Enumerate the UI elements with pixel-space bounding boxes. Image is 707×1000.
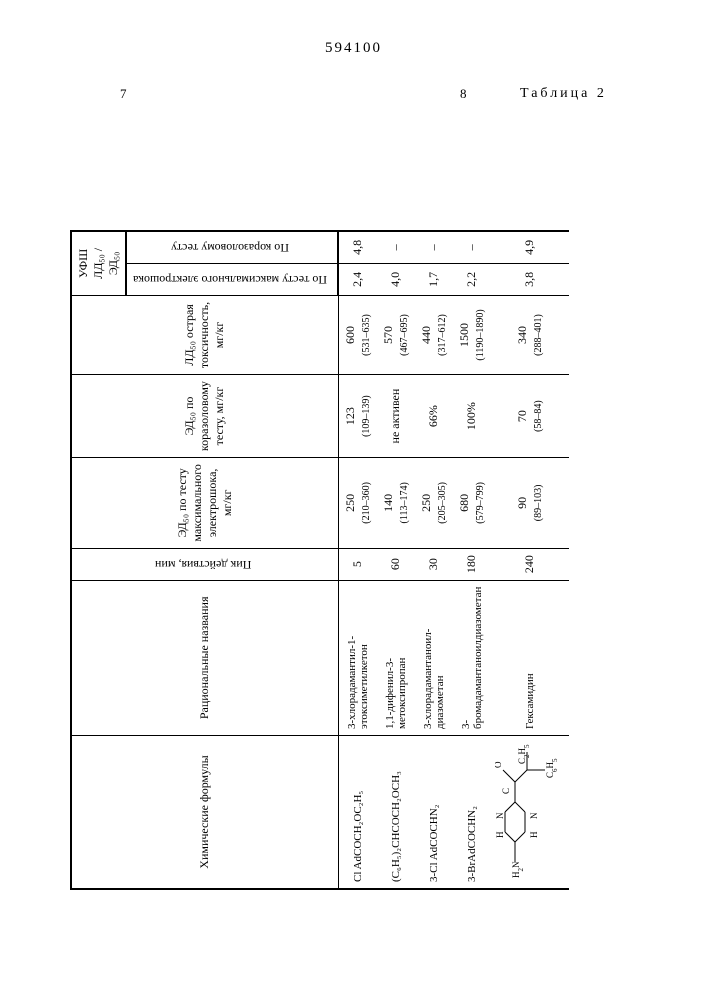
- page-number-right: 8: [460, 86, 467, 102]
- cell-ld: 1500(1190–1890): [453, 295, 491, 374]
- th-name: Рациональные названия: [71, 580, 338, 735]
- th-peak: Пик действия, мин: [71, 548, 338, 580]
- cell-formula: (C₆H₅)₂CHCOCH₂OCH₃: [377, 736, 415, 890]
- svg-text:C2H5: C2H5: [517, 744, 531, 764]
- svg-text:H: H: [495, 831, 505, 838]
- cell-peak: 240: [491, 548, 569, 580]
- th-ed-shock: ЭД₅₀ по тесту максимального электрошока,…: [71, 458, 338, 549]
- cell-ld: 340(288–401): [491, 295, 569, 374]
- cell-ratio-shock: 2,2: [453, 263, 491, 295]
- th-ld: ЛД₅₀ острая токсичность, мг/кг: [71, 295, 338, 374]
- cell-ed-cor: 123(109–139): [338, 375, 377, 458]
- cell-ratio-shock: 4,0: [377, 263, 415, 295]
- th-ratio-cor: По коразоловому тесту: [126, 231, 338, 264]
- th-ed-cor: ЭД₅₀ по коразоловому тесту, мг/кг: [71, 375, 338, 458]
- cell-ed-cor: 100%: [453, 375, 491, 458]
- cell-name: 3-бромадамантаноилдиазометан: [453, 580, 491, 735]
- cell-ratio-cor: –: [377, 231, 415, 264]
- cell-ed-cor: 66%: [415, 375, 453, 458]
- cell-ed-shock: 90(89–103): [491, 458, 569, 549]
- cell-formula: Cl AdCOCH₂OC₂H₅: [338, 736, 377, 890]
- table-row: H2N H H N N C O C2H5 C6H5 Гексамидин24090(89–103)…: [491, 231, 569, 889]
- cell-ed-cor: не активен: [377, 375, 415, 458]
- cell-formula: H2N H H N N C O C2H5 C6H5: [491, 736, 569, 890]
- cell-formula: 3-BrAdCOCHN₂: [453, 736, 491, 890]
- cell-formula: 3-Cl AdCOCHN₂: [415, 736, 453, 890]
- svg-text:H: H: [529, 831, 539, 838]
- th-ratio: УФШ ЛД₅₀ / ЭД₅₀: [71, 231, 126, 296]
- svg-text:C6H5: C6H5: [545, 758, 559, 778]
- cell-ed-shock: 140(113–174): [377, 458, 415, 549]
- cell-ratio-cor: –: [415, 231, 453, 264]
- svg-text:N: N: [529, 812, 539, 819]
- cell-name: 1,1-дифенил-3-метоксипропан: [377, 580, 415, 735]
- cell-ld: 600(531–635): [338, 295, 377, 374]
- cell-ratio-cor: –: [453, 231, 491, 264]
- cell-ratio-shock: 1,7: [415, 263, 453, 295]
- cell-ed-shock: 680(579–799): [453, 458, 491, 549]
- data-table: Химические формулы Рациональные названия…: [70, 230, 569, 890]
- cell-ratio-shock: 3,8: [491, 263, 569, 295]
- table-row: 3-BrAdCOCHN₂3-бромадамантаноилдиазометан…: [453, 231, 491, 889]
- cell-ld: 440(317–612): [415, 295, 453, 374]
- svg-text:O: O: [495, 761, 503, 768]
- cell-ed-cor: 70(58–84): [491, 375, 569, 458]
- cell-name: Гексамидин: [491, 580, 569, 735]
- table-row: 3-Cl AdCOCHN₂3-хлорадамантаноил-диазомет…: [415, 231, 453, 889]
- svg-text:H2N: H2N: [511, 861, 525, 878]
- svg-text:C: C: [501, 788, 511, 794]
- cell-peak: 30: [415, 548, 453, 580]
- cell-peak: 60: [377, 548, 415, 580]
- cell-name: 3-хлорадамантил-1-этоксиметилкетон: [338, 580, 377, 735]
- table-row: Cl AdCOCH₂OC₂H₅3-хлорадамантил-1-этоксим…: [338, 231, 377, 889]
- table-row: (C₆H₅)₂CHCOCH₂OCH₃1,1-дифенил-3-метоксип…: [377, 231, 415, 889]
- cell-peak: 180: [453, 548, 491, 580]
- cell-ed-shock: 250(210–360): [338, 458, 377, 549]
- page-number-left: 7: [120, 86, 127, 102]
- table-caption: Таблица 2: [520, 86, 607, 102]
- cell-ratio-cor: 4,9: [491, 231, 569, 264]
- cell-ed-shock: 250(205–305): [415, 458, 453, 549]
- cell-peak: 5: [338, 548, 377, 580]
- doc-number: 594100: [0, 40, 707, 57]
- th-ratio-shock: По тесту максимального электрошока: [126, 263, 338, 295]
- cell-ld: 570(467–695): [377, 295, 415, 374]
- svg-text:N: N: [495, 812, 505, 819]
- cell-ratio-shock: 2,4: [338, 263, 377, 295]
- cell-name: 3-хлорадамантаноил-диазометан: [415, 580, 453, 735]
- th-formula: Химические формулы: [71, 736, 338, 890]
- cell-ratio-cor: 4,8: [338, 231, 377, 264]
